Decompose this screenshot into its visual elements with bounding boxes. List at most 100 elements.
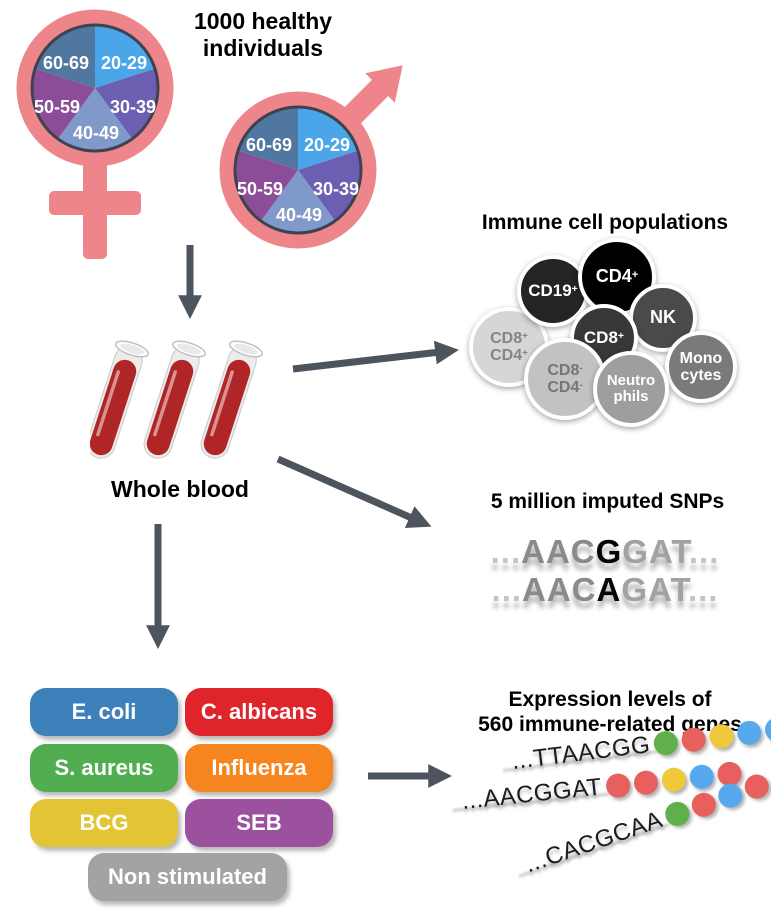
blood-tube (143, 340, 207, 459)
pie-label-20-29: 20-29 (101, 53, 147, 73)
pie-slice-60-69 (36, 26, 95, 88)
arrow-blood-to-immune-cells (292, 340, 459, 373)
pie-slice-60-69 (239, 108, 298, 170)
snp-variant-allele: A (596, 571, 622, 608)
cell-label-line: CD4+ (490, 347, 528, 364)
cell-monocytes: Mono cytes (665, 331, 737, 403)
cell-cd19pos: CD19+ (517, 255, 589, 327)
stimulus-e-coli: E. coli (30, 688, 178, 736)
cell-label-line: CD8- (547, 361, 583, 379)
expression-dot (688, 763, 715, 791)
age-pie-male: 20-29 30-39 40-49 50-59 60-69 (233, 105, 363, 235)
expression-dot (763, 716, 771, 743)
stimulus-label: S. aureus (54, 755, 154, 780)
expression-dot (708, 722, 736, 750)
cell-label-line: Mono (679, 349, 723, 367)
stimulus-non-stimulated: Non stimulated (88, 853, 287, 901)
pie-label-30-39: 30-39 (313, 179, 359, 199)
stimulus-c-albicans: C. albicans (185, 688, 333, 736)
expression-dot (680, 726, 708, 754)
snp-sequence-row: ...AACAGAT... (430, 571, 771, 609)
pie-outline (30, 23, 160, 153)
age-pie-female: 20-29 30-39 40-49 50-59 60-69 (30, 23, 160, 153)
stimulus-s-aureus: S. aureus (30, 744, 178, 792)
expression-dot (632, 769, 659, 796)
pie-label-20-29: 20-29 (304, 135, 350, 155)
gene-sequence: ...AACGGAT (460, 773, 604, 815)
stimulus-label: Non stimulated (108, 864, 267, 889)
snp-prefix: ... (491, 571, 523, 608)
snp-suffix: ... (687, 571, 719, 608)
cell-label-line: CD19+ (528, 280, 578, 300)
female-symbol-pie: 20-29 30-39 40-49 50-59 60-69 (16, 9, 174, 259)
snp-prefix: ... (490, 533, 522, 570)
pie-label-50-59: 50-59 (237, 179, 283, 199)
immune-cells-title: Immune cell populations (481, 211, 729, 234)
stimulus-bcg: BCG (30, 799, 178, 847)
expression-title-line1: Expression levels of (508, 688, 712, 711)
pie-slice-30-39 (95, 68, 158, 139)
stimulus-seb: SEB (185, 799, 333, 847)
pie-slice-30-39 (298, 150, 361, 221)
snp-after: GAT (622, 533, 689, 570)
snp-suffix: ... (688, 533, 720, 570)
cell-label-line: CD4- (547, 379, 583, 396)
pie-slice-50-59 (32, 68, 95, 139)
expression-dot (741, 771, 771, 802)
cell-neutrophils: Neutro phils (593, 351, 669, 427)
pie-label-60-69: 60-69 (43, 53, 89, 73)
snp-after: GAT (621, 571, 688, 608)
cell-label-line: phils (613, 388, 649, 405)
snp-before: AAC (521, 533, 596, 570)
blood-tube (200, 340, 264, 459)
pie-label-30-39: 30-39 (110, 97, 156, 117)
cell-cd4pos: CD4+ (578, 238, 656, 316)
stimulus-label: E. coli (71, 699, 137, 724)
cell-label-line: CD4+ (595, 266, 639, 287)
cell-label-line: Neutro (606, 371, 656, 389)
expression-dot (714, 780, 746, 812)
stimulus-label: Influenza (211, 755, 307, 780)
pie-slice-20-29 (298, 108, 357, 170)
expression-dot (736, 719, 763, 747)
pie-label-60-69: 60-69 (246, 135, 292, 155)
pie-slice-20-29 (95, 26, 154, 88)
pie-slice-50-59 (235, 150, 298, 221)
male-ring (219, 91, 377, 249)
pie-outline (233, 105, 363, 235)
stimulus-label: C. albicans (200, 699, 318, 724)
male-arrow-head (365, 65, 403, 103)
expression-dot (661, 798, 693, 830)
expression-dot (660, 766, 687, 793)
pie-label-50-59: 50-59 (34, 97, 80, 117)
female-ring (16, 9, 174, 167)
arrow-blood-to-snps (276, 455, 432, 528)
snp-sequences: ...AACGGAT... ...AACAGAT... (430, 533, 771, 609)
male-symbol-pie: 20-29 30-39 40-49 50-59 60-69 (219, 65, 403, 249)
snps-title: 5 million imputed SNPs (490, 490, 725, 513)
expression-dot (688, 789, 719, 821)
pie-label-40-49: 40-49 (276, 205, 322, 225)
blood-tube (90, 340, 150, 459)
pie-slice-40-49 (58, 88, 132, 151)
expression-dot (604, 772, 631, 799)
snp-variant-allele: G (595, 533, 623, 570)
whole-blood-label: Whole blood (111, 476, 249, 502)
blood-tubes (90, 340, 264, 459)
cell-label-line: NK (650, 307, 676, 328)
expression-dot (652, 729, 680, 757)
snp-sequence-row: ...AACGGAT... (430, 533, 771, 571)
pie-slice-40-49 (261, 170, 335, 233)
female-cross-horizontal (49, 191, 141, 215)
cell-label-line: CD8+ (490, 329, 528, 347)
stimulus-label: SEB (236, 810, 282, 835)
cell-label-line: cytes (680, 367, 722, 384)
pie-label-40-49: 40-49 (73, 123, 119, 143)
snp-before: AAC (522, 571, 597, 608)
stimulus-influenza: Influenza (185, 744, 333, 792)
stimulus-label: BCG (79, 810, 129, 835)
cell-label-line: CD8+ (583, 327, 625, 347)
gene-sequence: ...CACGCAA (521, 805, 667, 879)
figure-title: 1000 healthy individuals (193, 8, 333, 62)
